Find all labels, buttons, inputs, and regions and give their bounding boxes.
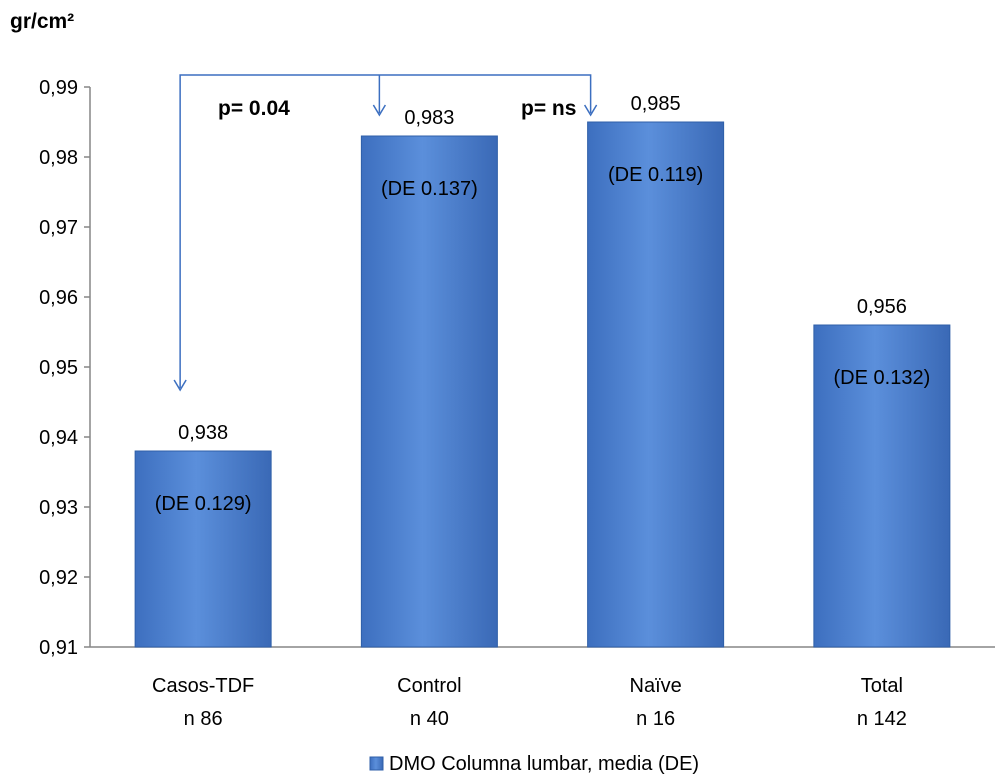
arrow-head	[372, 104, 387, 117]
bar-sd-label: (DE 0.132)	[834, 367, 931, 389]
y-tick-label: 0,99	[39, 77, 78, 99]
bar-sd-label: (DE 0.119)	[608, 164, 703, 186]
x-category-label: Casos-TDF	[152, 675, 254, 697]
arrow-head	[173, 379, 187, 392]
bar-sd-label: (DE 0.129)	[155, 493, 252, 515]
bar-sd-label: (DE 0.137)	[381, 178, 478, 200]
bar	[813, 324, 951, 648]
y-tick-label: 0,94	[39, 427, 78, 449]
legend-swatch	[369, 756, 384, 771]
x-category-count: n 142	[857, 708, 907, 730]
bar	[587, 121, 725, 648]
bar-value-label: 0,938	[178, 422, 228, 444]
y-tick-label: 0,91	[39, 637, 78, 659]
bar-value-label: 0,983	[404, 107, 454, 129]
x-category-label: Naïve	[630, 675, 682, 697]
bar-value-label: 0,985	[631, 93, 681, 115]
x-category-label: Control	[397, 675, 461, 697]
bar-value-label: 0,956	[857, 296, 907, 318]
arrow-head	[583, 104, 598, 117]
y-tick-label: 0,95	[39, 357, 78, 379]
x-category-label: Total	[861, 675, 903, 697]
bar	[134, 450, 272, 648]
y-tick-label: 0,93	[39, 497, 78, 519]
significance-bracket	[179, 74, 592, 388]
bar	[360, 135, 498, 648]
y-tick-label: 0,97	[39, 217, 78, 239]
y-axis-label: gr/cm²	[10, 10, 74, 33]
y-tick-label: 0,96	[39, 287, 78, 309]
legend-label: DMO Columna lumbar, media (DE)	[389, 753, 699, 775]
p-value-annotation: p= ns	[521, 97, 576, 120]
x-category-count: n 86	[184, 708, 223, 730]
y-tick-label: 0,98	[39, 147, 78, 169]
y-tick-label: 0,92	[39, 567, 78, 589]
p-value-annotation: p= 0.04	[218, 97, 290, 120]
x-category-count: n 40	[410, 708, 449, 730]
x-category-count: n 16	[636, 708, 675, 730]
legend: DMO Columna lumbar, media (DE)	[369, 753, 699, 775]
